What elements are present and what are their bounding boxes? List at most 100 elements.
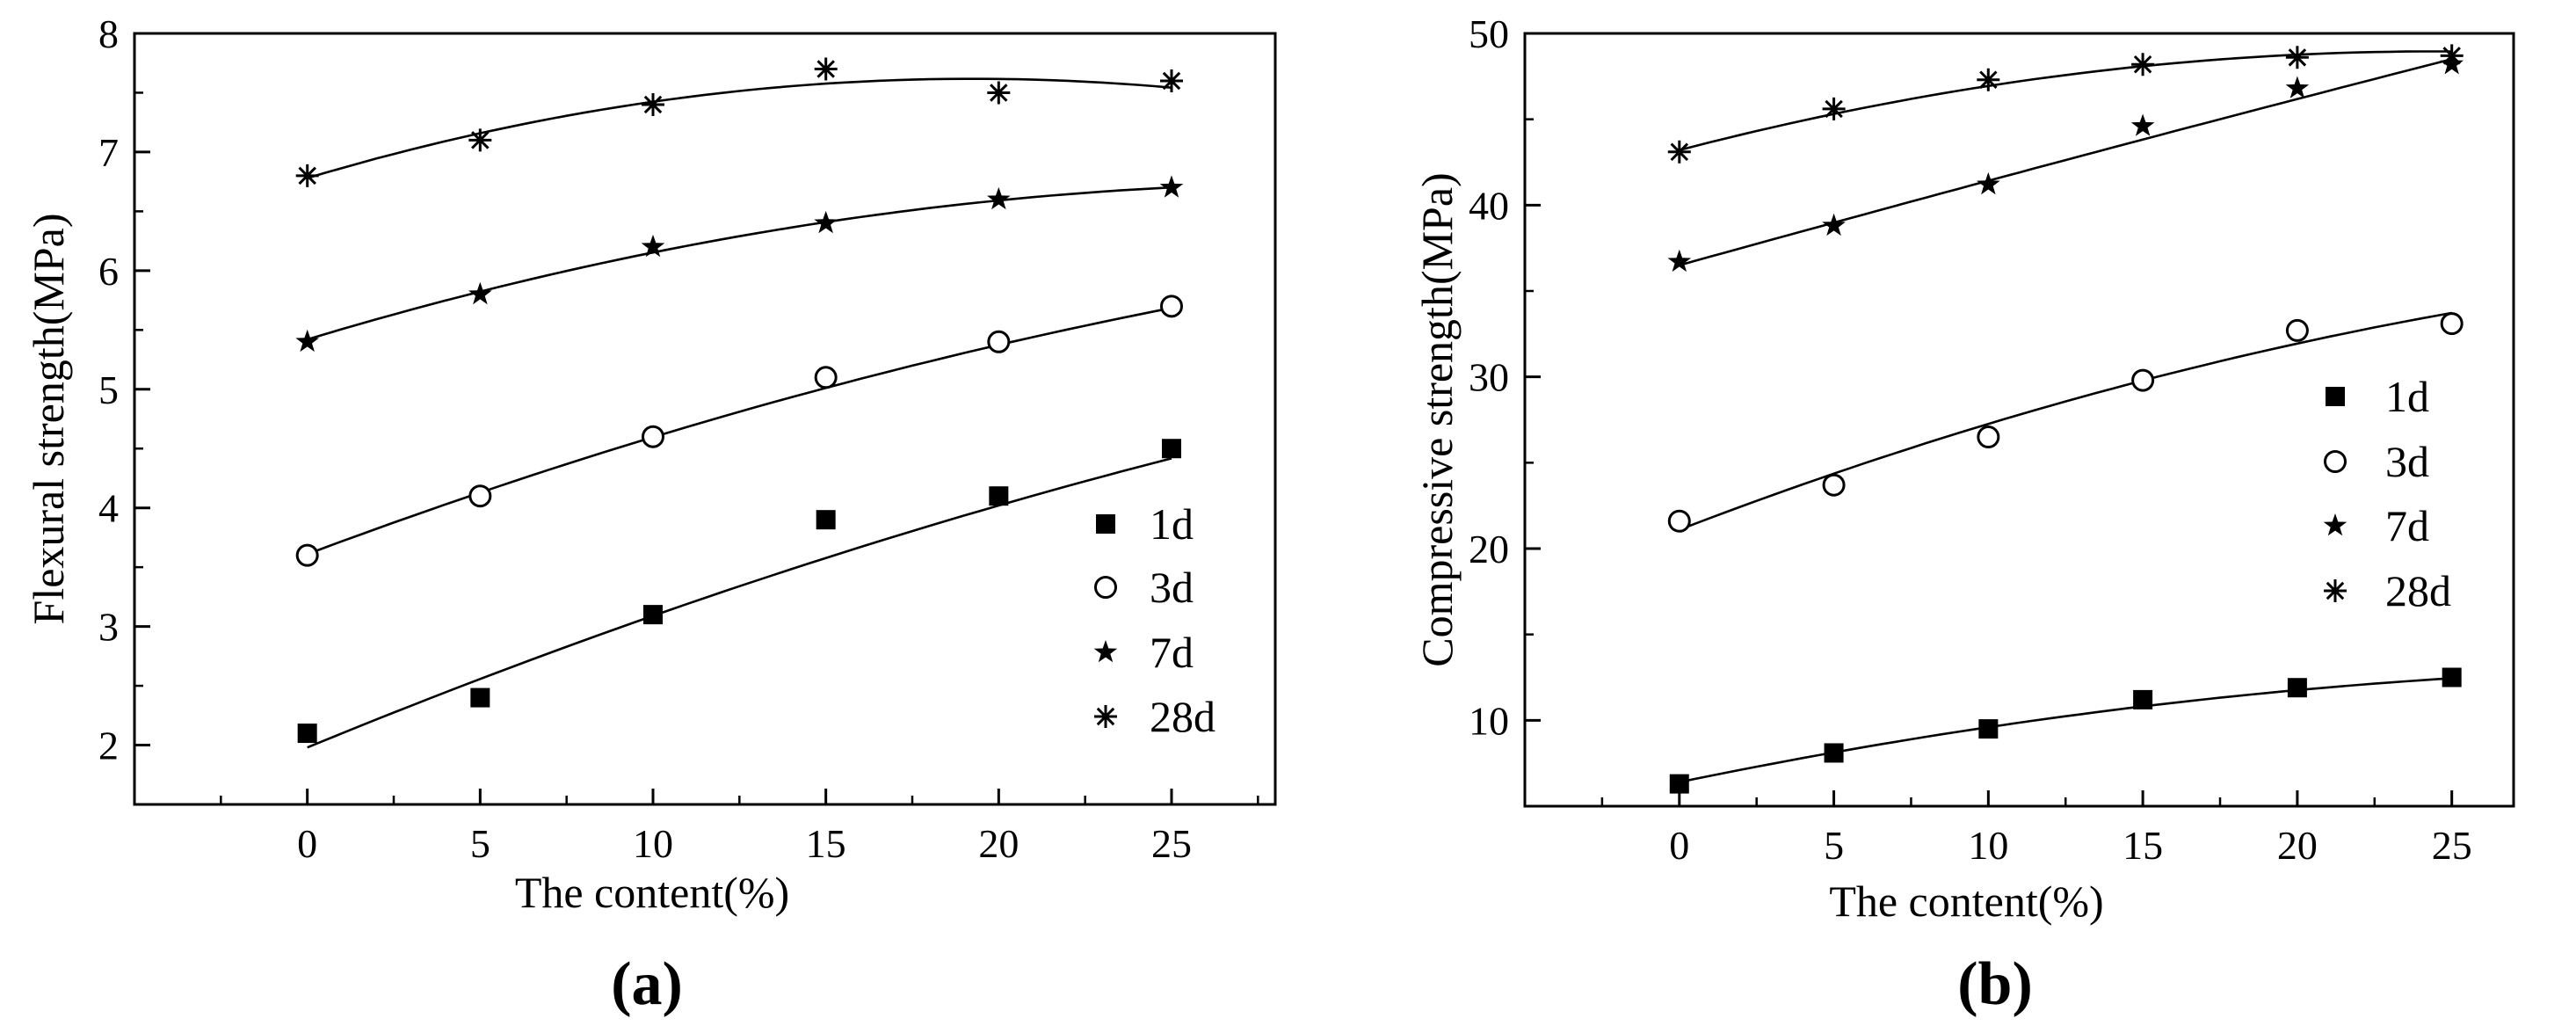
legend-marker-28d [2324, 579, 2347, 602]
fit-curve-1d [307, 457, 1172, 749]
fit-curve-3d [307, 307, 1172, 556]
y-tick-label: 8 [98, 11, 119, 56]
data-point [814, 210, 838, 234]
data-point [295, 543, 319, 567]
series-28d [1667, 44, 2464, 164]
plot-frame [133, 32, 1277, 806]
y-tick-label: 40 [1469, 183, 1509, 228]
x-tick-label: 20 [2277, 823, 2318, 868]
data-point [1978, 719, 1999, 739]
x-tick-label: 20 [978, 821, 1019, 866]
legend-label-1d: 1d [2385, 372, 2429, 421]
legend-marker-3d [1094, 576, 1117, 599]
data-point [2133, 689, 2153, 709]
y-axis-label: Flexural strength(MPa) [24, 214, 73, 625]
x-tick-label: 15 [2122, 823, 2163, 868]
fit-curve-28d [1679, 50, 2452, 152]
data-point [1822, 473, 1846, 497]
data-point [1160, 69, 1183, 92]
data-point [2440, 312, 2464, 336]
legend-marker-7d [2323, 513, 2347, 536]
series-7d [1667, 52, 2464, 273]
data-point [987, 330, 1011, 353]
x-tick-label: 0 [297, 821, 317, 866]
x-tick-label: 10 [633, 821, 673, 866]
y-tick-label: 7 [98, 130, 119, 175]
data-point [989, 486, 1009, 506]
data-point [1667, 140, 1691, 164]
y-tick-label: 20 [1469, 527, 1509, 571]
y-tick-label: 6 [98, 249, 119, 294]
series-3d [1667, 311, 2464, 533]
legend-label-7d: 7d [2385, 501, 2429, 550]
data-point [2287, 678, 2307, 698]
legend-marker-7d [1093, 640, 1118, 663]
legend-marker-3d [2324, 450, 2347, 473]
legend-label-3d: 3d [2385, 437, 2429, 486]
fit-curve-28d [307, 77, 1172, 179]
x-tick-label: 25 [1151, 821, 1192, 866]
series-28d [295, 57, 1183, 187]
x-tick-label: 5 [1824, 823, 1844, 868]
x-tick-label: 25 [2432, 823, 2472, 868]
data-point [2131, 368, 2155, 392]
data-point [1977, 171, 2000, 195]
plot-frame [1523, 32, 2515, 808]
data-point [468, 128, 492, 152]
fit-curve-7d [1679, 58, 2453, 266]
data-point [468, 281, 492, 305]
data-point [642, 93, 664, 116]
y-tick-label: 10 [1469, 698, 1509, 743]
data-point [2285, 318, 2309, 342]
data-point [2285, 76, 2310, 98]
y-axis-label: Compressive strength(MPa) [1412, 172, 1462, 666]
y-tick-label: 2 [98, 724, 119, 768]
legend-label-28d: 28d [1150, 692, 1215, 741]
panel-label: (a) [611, 950, 683, 1018]
data-point [2440, 44, 2464, 68]
data-point [468, 484, 492, 508]
data-point [1667, 249, 1692, 273]
data-point [642, 425, 664, 448]
fit-curve-1d [1679, 677, 2452, 783]
data-point [814, 366, 838, 389]
data-point [295, 164, 319, 187]
y-tick-label: 5 [98, 367, 119, 412]
data-point [1977, 68, 2000, 91]
legend-marker-28d [1094, 705, 1117, 728]
data-point [2442, 667, 2462, 687]
legend-marker-1d [2326, 387, 2345, 406]
data-point [2130, 113, 2155, 136]
data-point [1667, 509, 1691, 533]
data-point [1822, 213, 1846, 236]
fit-curve-7d [307, 186, 1172, 341]
x-tick-label: 10 [1968, 823, 2008, 868]
series-3d [295, 295, 1183, 567]
panel-label: (b) [1957, 950, 2033, 1018]
y-tick-label: 3 [98, 605, 119, 650]
data-point [1160, 295, 1183, 318]
data-point [816, 510, 836, 530]
legend-label-7d: 7d [1150, 628, 1194, 677]
data-point [297, 724, 317, 744]
legend-label-3d: 3d [1150, 563, 1194, 612]
legend-label-1d: 1d [1150, 499, 1194, 549]
data-point [1162, 439, 1181, 459]
chart-panel-a: 0 5 10 15 20 25 2 3 4 5 6 7 8 The content(%) Flexural … [24, 11, 1277, 1018]
data-point [814, 57, 838, 81]
data-point [643, 605, 663, 625]
x-tick-label: 0 [1669, 823, 1689, 868]
data-point [2285, 46, 2309, 69]
data-point [295, 329, 319, 353]
legend-label-28d: 28d [2385, 566, 2451, 615]
data-point [1977, 426, 2000, 449]
x-tick-label: 5 [470, 821, 490, 866]
data-point [987, 81, 1011, 105]
chart-panel-b: 0 5 10 15 20 25 10 20 30 40 50 The content(%) Compre… [1412, 11, 2515, 1018]
data-point [1824, 743, 1844, 763]
data-point [470, 687, 490, 708]
series-1d [297, 439, 1181, 749]
data-point [2131, 53, 2155, 76]
y-tick-label: 30 [1469, 355, 1509, 400]
